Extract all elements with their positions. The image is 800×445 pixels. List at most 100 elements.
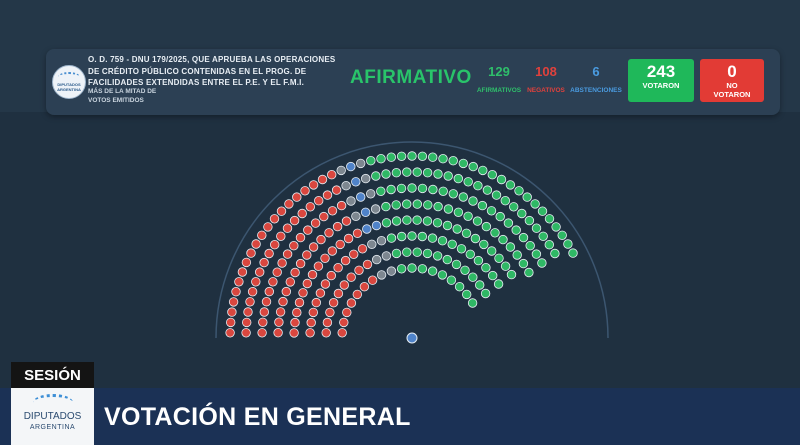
seat-afirmativo — [461, 228, 472, 239]
seat-negativo — [234, 277, 244, 287]
seat-afirmativo — [407, 263, 417, 273]
seat-afirmativo — [381, 201, 391, 212]
seat-negativo — [335, 239, 345, 250]
seat-afirmativo — [493, 279, 504, 289]
seat-negativo — [282, 223, 293, 233]
seat-negativo — [258, 317, 268, 328]
seat-negativo — [349, 249, 359, 260]
seat-ausente — [376, 235, 387, 246]
seat-ausente — [370, 204, 381, 214]
seat-afirmativo — [456, 244, 467, 254]
seat-negativo — [245, 297, 255, 307]
no-votaron-label-2: VOTARON — [713, 90, 751, 99]
seat-afirmativo — [470, 233, 481, 244]
seat-negativo — [303, 225, 313, 235]
seat-afirmativo — [486, 206, 497, 216]
seat-afirmativo — [407, 183, 417, 193]
seat-negativo — [259, 307, 270, 317]
seat-negativo — [306, 317, 316, 328]
diputados-logo: DIPUTADOS ARGENTINA — [52, 65, 86, 99]
majority-line-2: VOTOS EMITIDOS — [88, 97, 144, 104]
seat-negativo — [276, 206, 287, 216]
seat-afirmativo — [412, 199, 423, 209]
seat-negativo — [317, 174, 328, 185]
seat-negativo — [367, 275, 378, 285]
seat-afirmativo — [454, 281, 465, 292]
seat-afirmativo — [503, 218, 514, 228]
seat-afirmativo — [397, 231, 407, 242]
seat-afirmativo — [376, 154, 386, 164]
seat-afirmativo — [448, 189, 459, 199]
seat-afirmativo — [437, 270, 448, 280]
vote-header: DIPUTADOS ARGENTINA O. D. 759 - DNU 179/… — [46, 49, 780, 115]
seat-negativo — [290, 317, 300, 328]
seat-afirmativo — [537, 258, 547, 268]
bill-title: O. D. 759 - DNU 179/2025, QUE APRUEBA LA… — [88, 55, 336, 87]
seat-negativo — [295, 258, 306, 269]
seat-afirmativo — [366, 156, 376, 166]
seat-afirmativo — [563, 239, 573, 249]
seat-afirmativo — [522, 192, 532, 202]
seat-afirmativo — [381, 169, 391, 179]
seat-afirmativo — [432, 218, 443, 228]
seat-afirmativo — [452, 224, 462, 234]
seat-negativo — [320, 279, 331, 289]
seat-negativo — [332, 221, 343, 232]
seat-negativo — [307, 269, 318, 280]
seat-afirmativo — [500, 261, 511, 271]
seat-negativo — [292, 192, 302, 202]
seat-afirmativo — [391, 168, 402, 178]
seat-negativo — [231, 286, 241, 297]
seat-abstencion — [351, 177, 361, 187]
seat-negativo — [352, 289, 363, 300]
seat-afirmativo — [402, 167, 412, 177]
seat-negativo — [289, 328, 299, 338]
no-votaron-label-1: NO — [726, 81, 738, 90]
seat-negativo — [313, 261, 324, 271]
seat-negativo — [333, 262, 343, 273]
seat-negativo — [297, 208, 307, 219]
seat-abstencion — [356, 192, 366, 202]
seat-afirmativo — [468, 161, 478, 172]
seat-negativo — [246, 248, 256, 258]
seat-afirmativo — [481, 221, 492, 232]
no-votaron-count: 0 — [727, 62, 737, 81]
seat-negativo — [261, 296, 272, 307]
seat-negativo — [228, 297, 239, 307]
seat-afirmativo — [530, 199, 540, 209]
seat-negativo — [277, 258, 287, 268]
seat-negativo — [292, 307, 302, 318]
seat-negativo — [251, 277, 261, 287]
seat-afirmativo — [480, 288, 491, 299]
seat-afirmativo — [423, 200, 433, 210]
hemicycle-outline — [215, 141, 609, 339]
seat-negativo — [322, 317, 333, 328]
seat-negativo — [247, 286, 258, 297]
seat-negativo — [289, 215, 300, 226]
seat-negativo — [241, 328, 251, 338]
seat-negativo — [290, 267, 300, 278]
seat-afirmativo — [465, 249, 476, 260]
seat-ausente — [341, 180, 351, 191]
seat-negativo — [322, 190, 333, 200]
seat-afirmativo — [509, 202, 519, 212]
seat-negativo — [315, 288, 326, 298]
seat-afirmativo — [518, 232, 529, 243]
seat-afirmativo — [514, 186, 524, 196]
seat-afirmativo — [428, 184, 438, 195]
seat-negativo — [308, 307, 319, 318]
seat-negativo — [243, 307, 253, 317]
seat-negativo — [268, 277, 278, 287]
seat-afirmativo — [402, 247, 412, 257]
seat-negativo — [319, 211, 329, 222]
seat-afirmativo — [468, 272, 478, 282]
seat-negativo — [269, 214, 280, 224]
seat-afirmativo — [438, 186, 448, 197]
seat-afirmativo — [538, 231, 548, 242]
seat-afirmativo — [443, 204, 454, 214]
seat-afirmativo — [505, 242, 516, 252]
seat-afirmativo — [498, 234, 508, 245]
seat-negativo — [302, 278, 313, 289]
seat-afirmativo — [391, 200, 401, 210]
seat-negativo — [284, 199, 294, 209]
